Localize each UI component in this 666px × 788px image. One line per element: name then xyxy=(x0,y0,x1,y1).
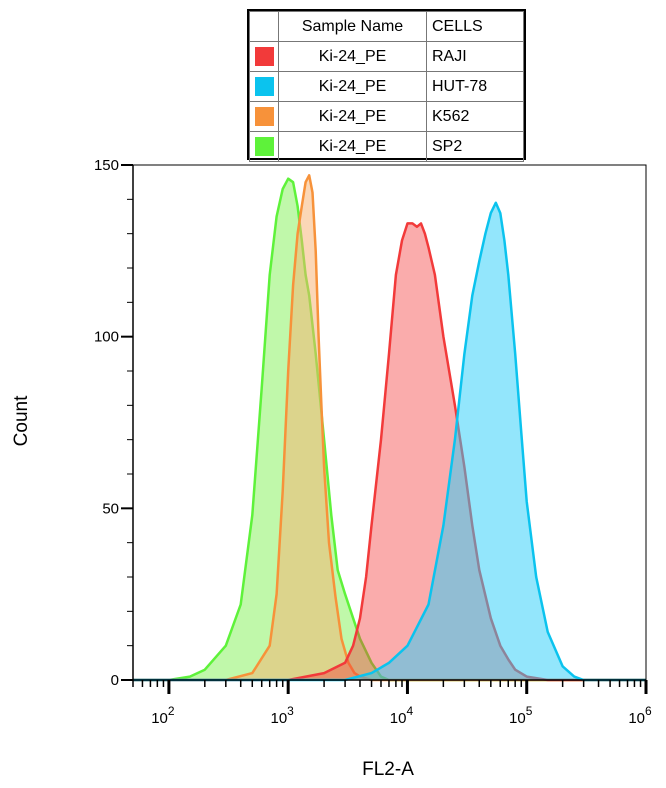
series-area-hut78 xyxy=(133,202,646,681)
x-axis-label: FL2-A xyxy=(362,759,414,780)
y-tick-label: 100 xyxy=(94,329,119,346)
legend-sample-name: Ki-24_PE xyxy=(278,131,427,162)
legend-row: Ki-24_PE SP2 xyxy=(249,131,524,162)
series-line-hut78 xyxy=(133,201,646,682)
legend-cells: HUT-78 xyxy=(426,71,524,102)
legend-row: Ki-24_PE K562 xyxy=(249,101,524,132)
x-tick-label: 105 xyxy=(509,704,533,727)
x-tick-label: 102 xyxy=(151,704,175,727)
axes-group: 0 50 100 150 102 103 104 105 106 xyxy=(94,157,652,727)
y-axis-label: Count xyxy=(11,395,32,446)
legend-swatch-k562 xyxy=(254,107,274,126)
legend-cells: K562 xyxy=(426,101,524,132)
series-area-raji xyxy=(133,223,646,680)
legend-cells: SP2 xyxy=(426,131,524,162)
legend-swatch-raji xyxy=(254,47,274,66)
legend-row: Ki-24_PE HUT-78 xyxy=(249,71,524,102)
y-tick-label: 0 xyxy=(111,672,119,689)
series-line-k562 xyxy=(133,174,646,682)
x-tick-label: 106 xyxy=(628,704,652,727)
y-tick-label: 150 xyxy=(94,157,119,174)
y-tick-label: 50 xyxy=(102,500,119,517)
legend-swatch-sp2 xyxy=(254,137,274,156)
series-area-sp2 xyxy=(133,178,646,680)
x-tick-label: 103 xyxy=(270,704,294,727)
series-group xyxy=(133,174,646,682)
legend-table: Sample Name CELLS Ki-24_PE RAJI Ki-24_PE… xyxy=(247,9,526,162)
legend-sample-name: Ki-24_PE xyxy=(278,71,427,102)
legend-header-sample-name: Sample Name xyxy=(278,11,427,42)
x-tick-label: 104 xyxy=(390,704,414,727)
legend-swatch-hut78 xyxy=(254,77,274,96)
